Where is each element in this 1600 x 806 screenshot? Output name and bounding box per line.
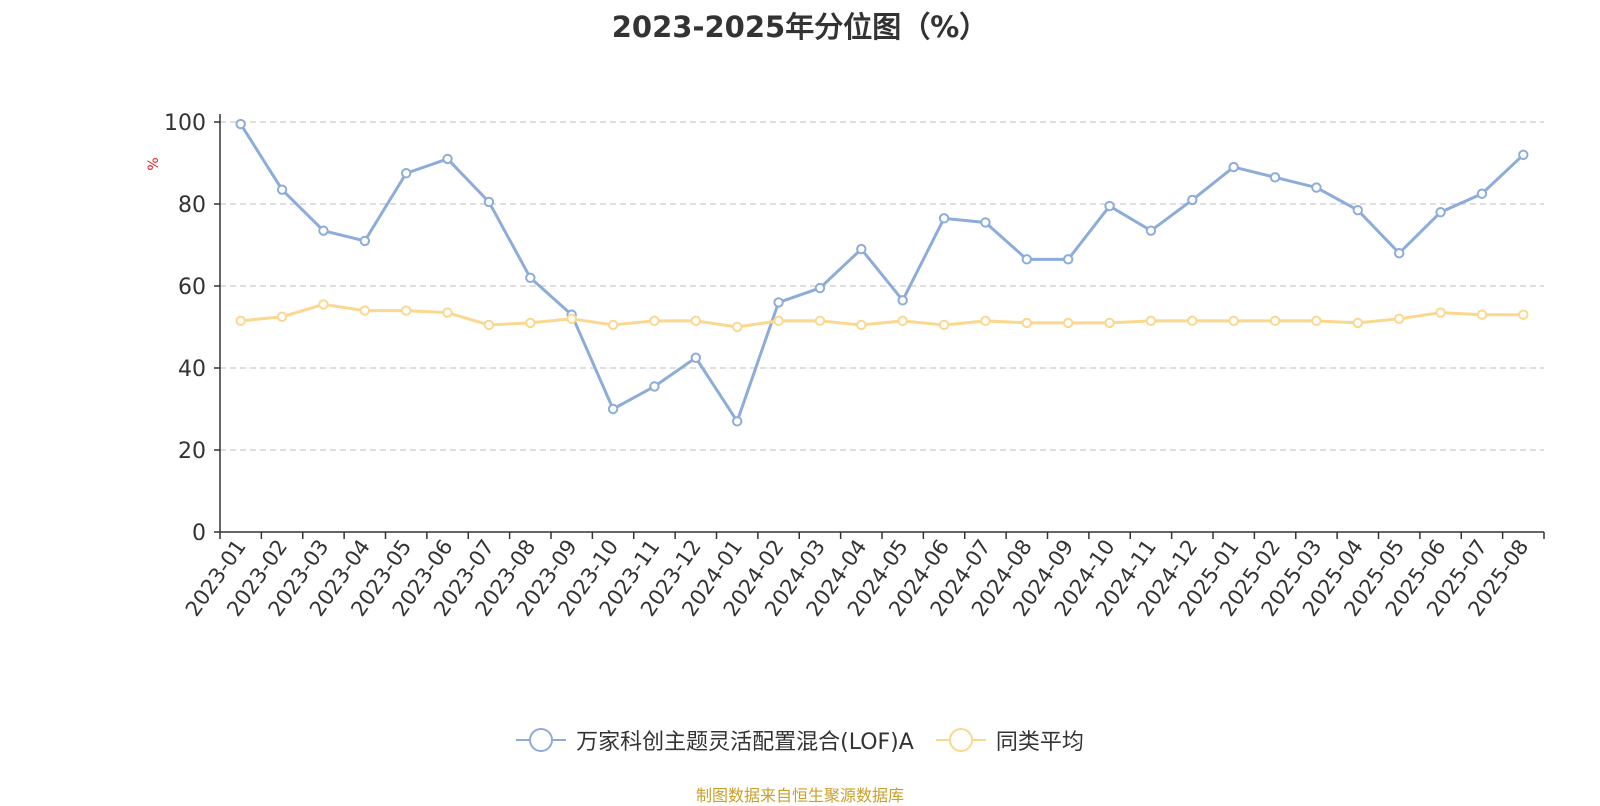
data-point-1 — [359, 305, 371, 316]
data-point-1 — [442, 307, 453, 318]
grid-lines — [220, 121, 1544, 451]
y-tick-label: 60 — [178, 275, 206, 300]
data-point-1 — [1145, 315, 1157, 327]
data-point-0 — [1435, 207, 1446, 218]
data-point-1 — [1021, 317, 1033, 329]
data-point-0 — [400, 168, 412, 179]
data-point-0 — [814, 282, 826, 294]
y-tick-label: 40 — [178, 357, 206, 382]
legend-marker-average — [935, 728, 986, 752]
data-point-1 — [1228, 315, 1239, 327]
legend-item-fund[interactable]: 万家科创主题灵活配置混合(LOF)A — [516, 724, 914, 756]
legend-label-fund: 万家科创主题灵活配置混合(LOF)A — [576, 730, 914, 755]
y-axis-label: % — [146, 157, 162, 170]
data-point-0 — [897, 295, 908, 306]
data-point-0 — [1145, 225, 1157, 236]
data-point-1 — [938, 319, 950, 331]
data-point-1 — [1187, 315, 1198, 327]
legend: 万家科创主题灵活配置混合(LOF)A 同类平均 — [0, 724, 1600, 756]
series-lines — [235, 118, 1529, 427]
data-point-1 — [814, 315, 826, 327]
legend-marker-fund — [516, 728, 567, 752]
data-point-0 — [442, 153, 453, 165]
axes: 0204060801002023-012023-022023-032023-04… — [164, 111, 1545, 621]
data-point-1 — [525, 317, 536, 329]
data-point-1 — [607, 319, 619, 331]
data-point-0 — [1228, 161, 1239, 173]
data-point-0 — [773, 297, 784, 308]
line-chart: 0204060801002023-012023-022023-032023-04… — [146, 111, 1545, 621]
data-point-1 — [1104, 317, 1115, 329]
data-point-0 — [980, 217, 991, 228]
data-point-1 — [856, 319, 867, 331]
data-point-0 — [1311, 182, 1322, 193]
data-point-1 — [690, 315, 702, 327]
data-point-1 — [1476, 309, 1488, 320]
data-point-1 — [235, 315, 246, 327]
data-point-0 — [856, 243, 867, 255]
data-point-1 — [1062, 317, 1074, 329]
data-point-0 — [690, 352, 702, 363]
legend-item-average[interactable]: 同类平均 — [935, 724, 1084, 756]
y-tick-label: 20 — [178, 439, 206, 464]
data-point-0 — [276, 184, 288, 195]
legend-label-average: 同类平均 — [995, 730, 1084, 755]
data-point-1 — [1435, 307, 1446, 318]
data-point-1 — [1518, 309, 1529, 320]
data-point-1 — [980, 315, 991, 327]
data-point-1 — [318, 299, 329, 310]
data-point-0 — [235, 118, 246, 130]
data-point-0 — [607, 403, 619, 415]
data-point-1 — [649, 315, 660, 327]
chart-title: 2023-2025年分位图（%） — [611, 10, 989, 44]
series-line-0 — [239, 123, 1525, 423]
data-point-1 — [1311, 315, 1322, 327]
data-point-0 — [1476, 188, 1488, 199]
y-tick-label: 100 — [164, 111, 206, 136]
data-point-0 — [525, 272, 536, 283]
data-point-1 — [400, 305, 412, 316]
data-point-0 — [359, 235, 371, 247]
data-point-0 — [1062, 254, 1074, 265]
data-point-0 — [318, 225, 329, 236]
data-point-0 — [1269, 172, 1281, 183]
data-point-1 — [1352, 317, 1364, 329]
data-point-0 — [1393, 248, 1405, 259]
data-point-0 — [483, 196, 495, 208]
y-tick-label: 0 — [192, 521, 206, 546]
data-point-0 — [1187, 194, 1198, 206]
data-point-1 — [483, 319, 495, 331]
series-line-1 — [240, 302, 1524, 329]
data-point-1 — [1393, 313, 1405, 324]
data-point-0 — [1352, 204, 1364, 216]
source-note: 制图数据来自恒生聚源数据库 — [695, 786, 904, 805]
data-point-0 — [1104, 200, 1115, 212]
data-point-1 — [897, 315, 908, 327]
data-point-0 — [1518, 149, 1529, 161]
data-point-0 — [938, 213, 950, 224]
y-tick-label: 80 — [178, 193, 206, 218]
data-point-1 — [1269, 315, 1281, 327]
data-point-1 — [566, 313, 577, 324]
data-point-0 — [649, 381, 660, 392]
data-point-1 — [773, 315, 784, 327]
data-point-1 — [731, 321, 743, 333]
data-point-1 — [276, 311, 288, 322]
data-point-0 — [1021, 254, 1033, 265]
data-point-0 — [731, 416, 743, 427]
